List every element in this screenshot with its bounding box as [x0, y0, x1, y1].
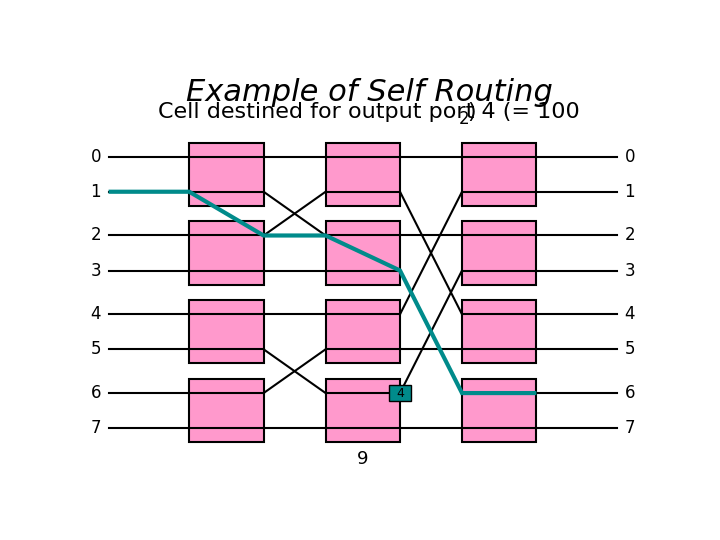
- Bar: [462, 300, 536, 363]
- Bar: [389, 386, 411, 401]
- Bar: [325, 300, 400, 363]
- Bar: [325, 379, 400, 442]
- Text: 3: 3: [624, 261, 635, 280]
- Text: Example of Self Routing: Example of Self Routing: [186, 78, 552, 107]
- Text: 9: 9: [357, 450, 369, 468]
- Text: 4: 4: [91, 305, 101, 323]
- Bar: [462, 221, 536, 285]
- Text: 1: 1: [91, 183, 101, 201]
- Text: 4: 4: [624, 305, 635, 323]
- Bar: [462, 143, 536, 206]
- Text: ): ): [467, 102, 476, 122]
- Text: 1: 1: [624, 183, 635, 201]
- Text: 3: 3: [91, 261, 101, 280]
- Bar: [189, 379, 264, 442]
- Bar: [189, 221, 264, 285]
- Text: 7: 7: [91, 419, 101, 437]
- Bar: [189, 300, 264, 363]
- Bar: [325, 221, 400, 285]
- Text: 6: 6: [624, 384, 635, 402]
- Text: 2: 2: [459, 110, 469, 128]
- Text: 6: 6: [91, 384, 101, 402]
- Bar: [325, 143, 400, 206]
- Text: 5: 5: [624, 340, 635, 359]
- Bar: [462, 379, 536, 442]
- Text: 5: 5: [91, 340, 101, 359]
- Text: 7: 7: [624, 419, 635, 437]
- Bar: [189, 143, 264, 206]
- Text: 4: 4: [396, 387, 404, 400]
- Text: 0: 0: [91, 148, 101, 166]
- Text: 0: 0: [624, 148, 635, 166]
- Text: 2: 2: [624, 226, 635, 245]
- Text: Cell destined for output port 4 (= 100: Cell destined for output port 4 (= 100: [158, 102, 580, 122]
- Text: 2: 2: [91, 226, 101, 245]
